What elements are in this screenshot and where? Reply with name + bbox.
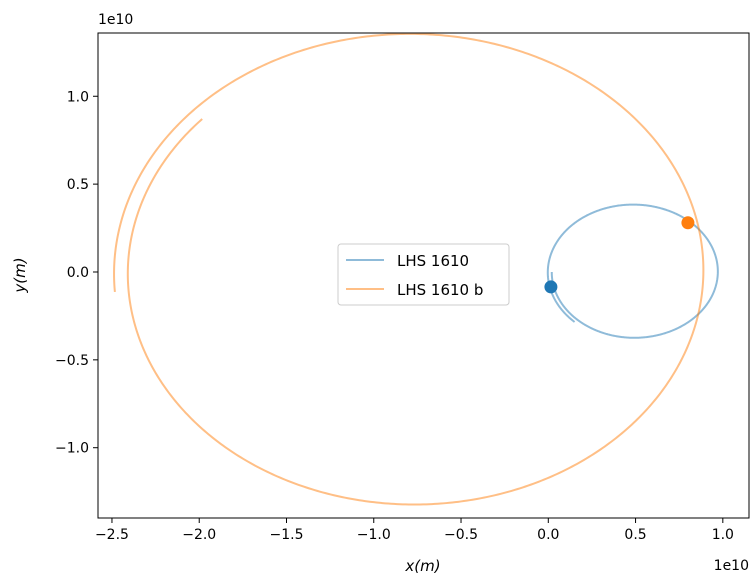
y-tick-label: 1.0 — [67, 89, 89, 105]
legend-label-lhs-1610: LHS 1610 — [397, 252, 469, 270]
orbit-line-lhs-1610 — [546, 203, 719, 339]
orbit-line-lhs-1610-b — [113, 32, 705, 506]
y-tick-label: 0.5 — [67, 177, 89, 193]
position-marker-lhs-1610 — [544, 280, 558, 294]
y-ticks: 1.0 0.5 0.0 −0.5 −1.0 — [55, 89, 98, 457]
y-tick-label: −1.0 — [55, 441, 89, 457]
y-tick-label: −0.5 — [55, 353, 89, 369]
x-tick-label: −1.5 — [269, 527, 303, 543]
y-offset-label: 1e10 — [98, 12, 133, 28]
y-axis-label: y(m) — [11, 257, 29, 293]
x-offset-label: 1e10 — [714, 558, 749, 574]
legend-label-lhs-1610-b: LHS 1610 b — [397, 281, 483, 299]
position-marker-lhs-1610-b — [681, 216, 695, 230]
x-tick-label: −2.0 — [182, 527, 216, 543]
x-tick-label: −1.0 — [357, 527, 391, 543]
x-axis-label: x(m) — [404, 557, 440, 575]
x-tick-label: 0.0 — [537, 527, 559, 543]
x-tick-label: −0.5 — [444, 527, 478, 543]
x-tick-label: 0.5 — [624, 527, 646, 543]
legend: LHS 1610 LHS 1610 b — [337, 243, 510, 306]
x-ticks: −2.5 −2.0 −1.5 −1.0 −0.5 0.0 0.5 1.0 — [95, 518, 734, 543]
y-tick-label: 0.0 — [67, 265, 89, 281]
plot-area — [113, 32, 719, 506]
x-tick-label: −2.5 — [95, 527, 129, 543]
x-tick-label: 1.0 — [712, 527, 734, 543]
axes-frame — [97, 32, 750, 519]
